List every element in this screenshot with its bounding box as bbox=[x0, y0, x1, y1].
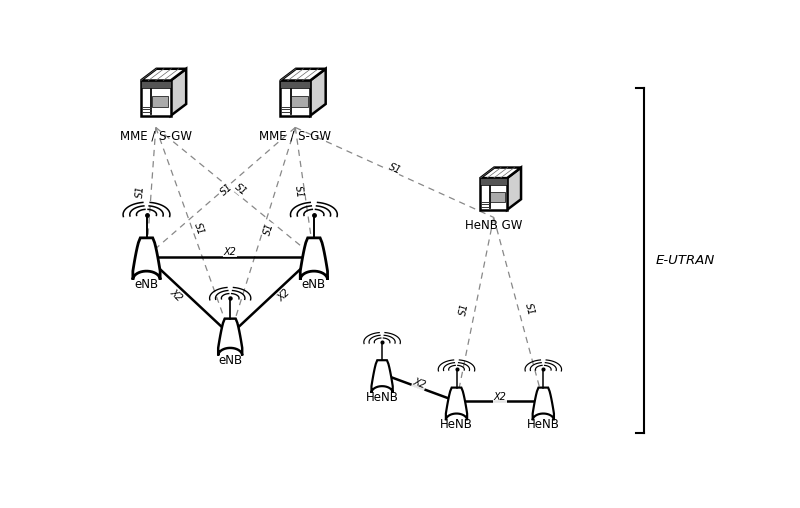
Text: S1: S1 bbox=[134, 185, 146, 199]
Text: HeNB: HeNB bbox=[527, 418, 560, 431]
Text: S1: S1 bbox=[458, 302, 470, 316]
Text: X2: X2 bbox=[224, 247, 237, 257]
Text: HeNB: HeNB bbox=[440, 418, 473, 431]
Text: MME / S-GW: MME / S-GW bbox=[259, 130, 331, 142]
Polygon shape bbox=[281, 80, 310, 116]
Polygon shape bbox=[480, 178, 507, 185]
Text: S1: S1 bbox=[192, 221, 206, 237]
Text: MME / S-GW: MME / S-GW bbox=[120, 130, 192, 142]
Text: S1: S1 bbox=[233, 182, 249, 198]
Polygon shape bbox=[281, 80, 310, 88]
Polygon shape bbox=[300, 238, 327, 280]
Polygon shape bbox=[291, 97, 308, 107]
Polygon shape bbox=[507, 168, 521, 210]
Polygon shape bbox=[141, 80, 170, 88]
Polygon shape bbox=[170, 69, 186, 116]
Text: eNB: eNB bbox=[134, 278, 158, 291]
Polygon shape bbox=[281, 69, 326, 80]
Text: X2: X2 bbox=[494, 392, 506, 402]
Text: eNB: eNB bbox=[218, 355, 242, 367]
Text: HeNB: HeNB bbox=[366, 391, 398, 404]
Text: X2: X2 bbox=[168, 288, 184, 304]
Polygon shape bbox=[533, 388, 554, 420]
Polygon shape bbox=[446, 388, 467, 420]
Polygon shape bbox=[310, 69, 326, 116]
Polygon shape bbox=[218, 319, 242, 356]
Text: S1: S1 bbox=[293, 185, 304, 199]
Polygon shape bbox=[133, 238, 160, 280]
Text: S1: S1 bbox=[219, 182, 235, 198]
Text: S1: S1 bbox=[523, 302, 536, 316]
Text: X2: X2 bbox=[411, 377, 427, 391]
Polygon shape bbox=[371, 360, 393, 393]
Text: S1: S1 bbox=[262, 221, 275, 237]
Text: S1: S1 bbox=[386, 162, 402, 176]
Text: HeNB GW: HeNB GW bbox=[465, 219, 522, 232]
Polygon shape bbox=[141, 80, 170, 116]
Polygon shape bbox=[141, 69, 186, 80]
Polygon shape bbox=[152, 97, 168, 107]
Polygon shape bbox=[490, 193, 505, 202]
Polygon shape bbox=[480, 168, 521, 178]
Text: X2: X2 bbox=[276, 288, 293, 304]
Text: eNB: eNB bbox=[302, 278, 326, 291]
Text: E-UTRAN: E-UTRAN bbox=[655, 254, 714, 267]
Polygon shape bbox=[480, 178, 507, 210]
